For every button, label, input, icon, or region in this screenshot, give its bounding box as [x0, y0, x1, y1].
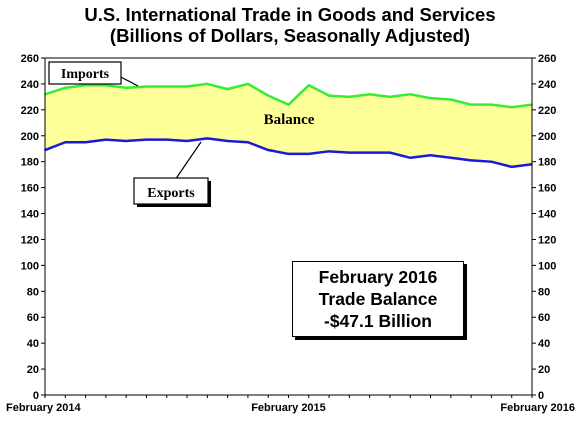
imports-point [84, 84, 87, 87]
y-tick-label-right: 20 [538, 364, 550, 376]
y-axis-right: 0 20 40 60 80 100 120 140 160 180 200 220 240 260 [532, 53, 556, 402]
imports-point [267, 94, 270, 97]
imports-point [490, 103, 493, 106]
x-axis: February 2014 February 2015 February 2016 [6, 395, 575, 414]
exports-point [450, 157, 452, 159]
y-tick-label-right: 100 [538, 260, 556, 272]
imports-point [186, 85, 188, 88]
y-tick-label-right: 140 [538, 209, 556, 221]
exports-point [429, 154, 432, 157]
y-tick-label-right: 40 [538, 338, 550, 350]
imports-callout-box [48, 61, 122, 85]
exports-callout-box [133, 177, 209, 205]
exports-point [186, 140, 188, 142]
imports-point [287, 103, 290, 106]
imports-point [409, 93, 412, 96]
x-tick-label: February 2014 [6, 402, 81, 414]
y-tick-label-right: 0 [538, 390, 544, 402]
y-tick-label-left: 220 [21, 105, 39, 117]
balance-fill [45, 83, 532, 167]
exports-point [145, 138, 148, 141]
imports-point [450, 98, 452, 101]
y-tick-label-left: 80 [27, 286, 39, 298]
y-tick-label-left: 20 [27, 364, 39, 376]
exports-point [267, 149, 270, 151]
exports-point [510, 166, 513, 168]
trade-balance-summary-box: February 2016 Trade Balance -$47.1 Billi… [292, 261, 464, 337]
exports-point [165, 138, 168, 141]
exports-point [389, 151, 391, 154]
y-tick-label-right: 200 [538, 131, 556, 143]
exports-point [348, 151, 351, 154]
exports-callout-pointer [174, 141, 202, 181]
y-tick-label-right: 60 [538, 312, 550, 324]
y-tick-label-left: 0 [33, 390, 39, 402]
y-tick-label-left: 140 [21, 209, 39, 221]
y-tick-label-left: 260 [21, 53, 39, 65]
imports-point [307, 84, 310, 87]
imports-point [206, 83, 209, 85]
y-tick-label-right: 240 [538, 79, 556, 91]
exports-callout-label: Exports [147, 186, 195, 201]
exports-point [307, 153, 310, 155]
imports-point [348, 96, 351, 98]
y-tick-label-left: 160 [21, 183, 39, 195]
y-tick-label-left: 240 [21, 79, 39, 91]
exports-point [206, 137, 209, 140]
chart-title-block: U.S. International Trade in Goods and Se… [0, 4, 580, 46]
plot-area [44, 57, 533, 396]
exports-point [287, 153, 290, 155]
exports-point [105, 138, 107, 141]
exports-point [328, 150, 330, 153]
y-tick-label-left: 60 [27, 312, 39, 324]
y-tick-label-left: 120 [21, 234, 39, 246]
exports-point [409, 157, 412, 159]
imports-point [145, 85, 148, 88]
y-tick-label-right: 220 [538, 105, 556, 117]
imports-point [125, 87, 127, 89]
imports-callout-label: Imports [61, 67, 110, 82]
y-tick-label-left: 100 [21, 260, 39, 272]
y-tick-label-left: 200 [21, 131, 39, 143]
y-tick-label-right: 120 [538, 234, 556, 246]
y-tick-label-right: 260 [538, 53, 556, 65]
y-tick-label-right: 180 [538, 157, 556, 169]
x-tick-label: February 2015 [251, 402, 326, 414]
summary-heading: Trade Balance [318, 289, 438, 309]
exports-point [226, 140, 229, 142]
exports-point [490, 160, 493, 163]
x-tick-label: February 2016 [500, 402, 575, 414]
imports-point [389, 96, 391, 98]
summary-month: February 2016 [318, 267, 438, 287]
exports-point [64, 141, 67, 144]
exports-point [368, 151, 371, 154]
y-tick-label-left: 180 [21, 157, 39, 169]
imports-point [165, 85, 168, 88]
imports-point [247, 83, 249, 85]
balance-label: Balance [264, 112, 315, 128]
imports-point [368, 93, 371, 96]
exports-point [84, 141, 87, 144]
callouts: Imports Exports Balance [48, 61, 315, 207]
imports-point [470, 103, 472, 106]
y-axis-left: 0 20 40 60 80 100 120 140 160 180 200 220 240 260 [21, 53, 45, 402]
exports-point [247, 141, 249, 144]
imports-point [328, 94, 330, 97]
imports-point [429, 97, 432, 99]
imports-point [105, 84, 107, 87]
y-tick-label-right: 160 [538, 183, 556, 195]
summary-value: -$47.1 Billion [324, 311, 432, 331]
chart-subtitle: (Billions of Dollars, Seasonally Adjuste… [109, 25, 471, 46]
y-tick-label-right: 80 [538, 286, 550, 298]
imports-point [226, 88, 229, 90]
exports-point [125, 140, 127, 142]
chart-title: U.S. International Trade in Goods and Se… [84, 4, 496, 25]
exports-point [470, 159, 472, 162]
imports-point [510, 106, 513, 109]
imports-point [64, 87, 67, 89]
y-tick-label-left: 40 [27, 338, 39, 350]
